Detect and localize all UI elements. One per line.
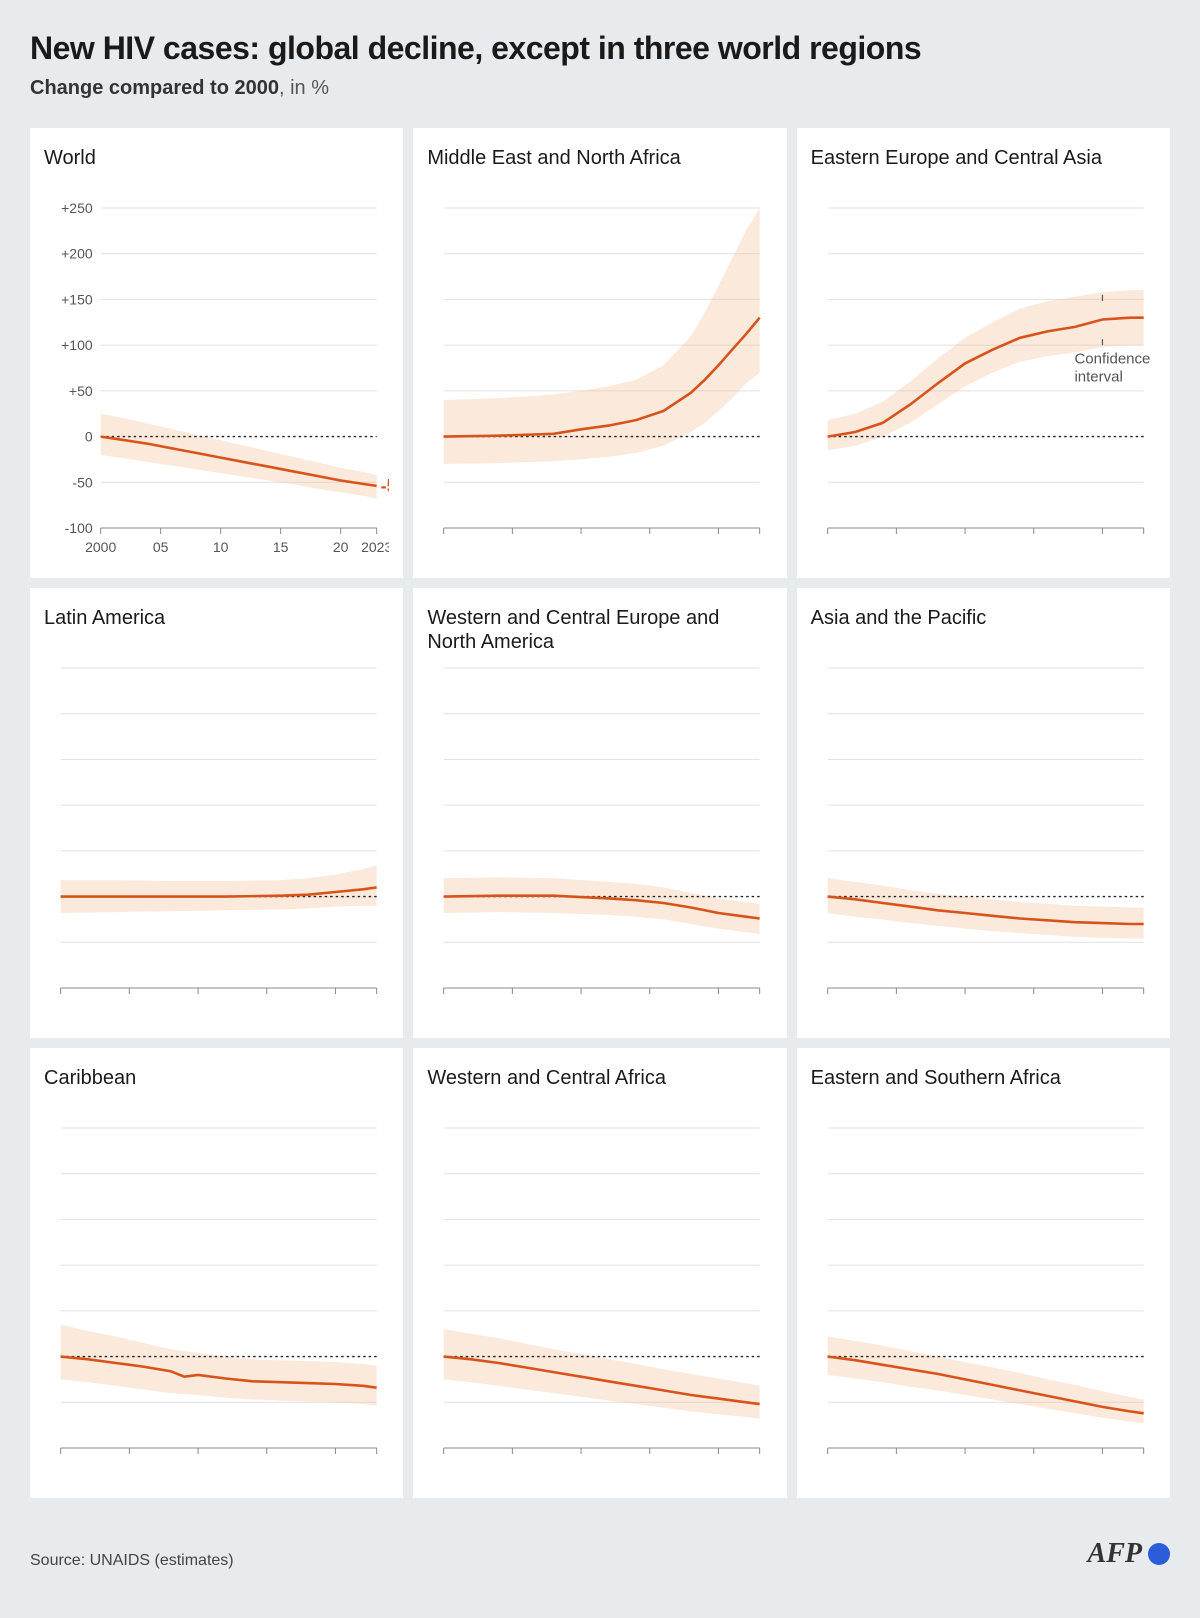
svg-text:+200: +200 xyxy=(61,246,93,262)
panel-title: Latin America xyxy=(44,606,389,654)
panel-title: Western and Central Africa xyxy=(427,1066,772,1114)
chart-wrap xyxy=(44,1120,389,1480)
page-subtitle: Change compared to 2000, in % xyxy=(30,77,1170,100)
panel-title: Asia and the Pacific xyxy=(811,606,1156,654)
svg-text:+100: +100 xyxy=(61,337,93,353)
chart-wrap xyxy=(427,1120,772,1480)
chart-panel: Latin America xyxy=(30,588,403,1038)
chart-wrap xyxy=(427,660,772,1020)
chart-panel: Asia and the Pacific xyxy=(797,588,1170,1038)
svg-text:20: 20 xyxy=(333,539,349,555)
chart-panel: Western and Central Europe and North Ame… xyxy=(413,588,786,1038)
svg-text:15: 15 xyxy=(273,539,289,555)
chart-svg: Confidenceinterval xyxy=(811,200,1156,560)
chart-svg xyxy=(427,660,772,1020)
panel-title: Eastern and Southern Africa xyxy=(811,1066,1156,1114)
panel-title: Western and Central Europe and North Ame… xyxy=(427,606,772,654)
svg-text:2023: 2023 xyxy=(361,539,389,555)
conf-interval-label-2: interval xyxy=(1074,368,1122,385)
svg-text:+150: +150 xyxy=(61,291,93,307)
afp-logo-dot-icon xyxy=(1148,1543,1170,1565)
svg-text:10: 10 xyxy=(213,539,229,555)
chart-wrap xyxy=(811,660,1156,1020)
chart-panel: Western and Central Africa xyxy=(413,1048,786,1498)
chart-svg xyxy=(811,1120,1156,1480)
chart-svg xyxy=(427,200,772,560)
chart-svg xyxy=(44,660,389,1020)
afp-logo: AFP xyxy=(1088,1538,1170,1570)
svg-text:-50: -50 xyxy=(72,474,92,490)
panel-title: Eastern Europe and Central Asia xyxy=(811,146,1156,194)
chart-panel: Middle East and North Africa xyxy=(413,128,786,578)
chart-panel: Eastern Europe and Central Asia Confidenc… xyxy=(797,128,1170,578)
svg-text:+50: +50 xyxy=(69,383,93,399)
chart-svg xyxy=(811,660,1156,1020)
chart-wrap xyxy=(427,200,772,560)
afp-logo-text: AFP xyxy=(1088,1538,1142,1570)
source-text: Source: UNAIDS (estimates) xyxy=(30,1552,234,1570)
chart-panel: Caribbean xyxy=(30,1048,403,1498)
subtitle-units: , in % xyxy=(279,77,329,99)
chart-panel: World -100 -50 0 +50 +100 +150 +200 +250 2000 05 10… xyxy=(30,128,403,578)
svg-text:-100: -100 xyxy=(65,520,93,536)
svg-text:0: 0 xyxy=(85,429,93,445)
chart-svg xyxy=(427,1120,772,1480)
chart-wrap xyxy=(811,1120,1156,1480)
chart-wrap xyxy=(44,660,389,1020)
conf-interval-label: Confidence xyxy=(1074,350,1150,367)
chart-panel: Eastern and Southern Africa xyxy=(797,1048,1170,1498)
page-title: New HIV cases: global decline, except in… xyxy=(30,30,1170,67)
svg-text:05: 05 xyxy=(153,539,169,555)
charts-grid: World -100 -50 0 +50 +100 +150 +200 +250 2000 05 10… xyxy=(30,128,1170,1498)
chart-wrap: -100-500+50+100+150+200+2502000051015202… xyxy=(44,200,389,560)
end-value-label: -54% xyxy=(381,476,390,496)
svg-text:2000: 2000 xyxy=(85,539,116,555)
svg-text:+250: +250 xyxy=(61,200,93,216)
panel-title: Caribbean xyxy=(44,1066,389,1114)
chart-svg xyxy=(44,1120,389,1480)
chart-wrap: Confidenceinterval xyxy=(811,200,1156,560)
panel-title: World xyxy=(44,146,389,194)
panel-title: Middle East and North Africa xyxy=(427,146,772,194)
subtitle-bold: Change compared to 2000 xyxy=(30,77,279,99)
page-footer: Source: UNAIDS (estimates) AFP xyxy=(30,1538,1170,1570)
chart-svg: -100-500+50+100+150+200+2502000051015202… xyxy=(44,200,389,560)
